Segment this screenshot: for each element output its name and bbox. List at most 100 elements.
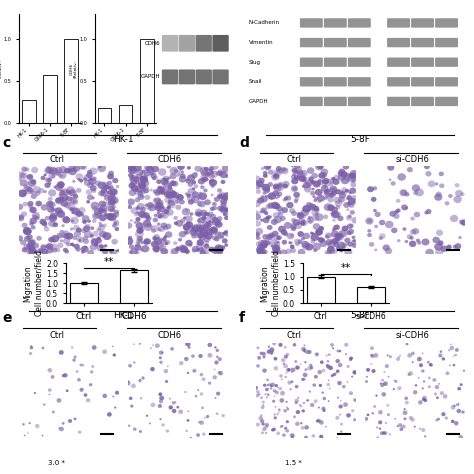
Circle shape <box>328 206 332 210</box>
Circle shape <box>280 216 286 221</box>
Circle shape <box>333 242 339 247</box>
Circle shape <box>274 169 282 176</box>
Circle shape <box>224 207 227 210</box>
Circle shape <box>131 185 138 191</box>
Circle shape <box>255 228 263 235</box>
Circle shape <box>301 241 310 248</box>
Circle shape <box>293 192 300 198</box>
Circle shape <box>337 171 344 176</box>
Circle shape <box>164 196 173 204</box>
Circle shape <box>187 372 189 374</box>
Circle shape <box>71 211 74 214</box>
Circle shape <box>314 208 319 212</box>
Circle shape <box>328 204 335 211</box>
Circle shape <box>156 242 164 249</box>
Circle shape <box>376 437 379 439</box>
Circle shape <box>41 176 46 180</box>
Circle shape <box>167 206 171 210</box>
Circle shape <box>256 247 265 255</box>
Circle shape <box>302 378 306 381</box>
Circle shape <box>312 383 316 387</box>
Circle shape <box>224 243 228 247</box>
Circle shape <box>204 232 213 240</box>
Circle shape <box>343 402 348 407</box>
Circle shape <box>315 352 319 356</box>
Circle shape <box>103 235 106 238</box>
Circle shape <box>348 175 356 183</box>
Circle shape <box>386 404 389 407</box>
Circle shape <box>108 171 114 176</box>
Circle shape <box>305 350 310 354</box>
Circle shape <box>210 207 215 211</box>
Circle shape <box>418 377 419 379</box>
Circle shape <box>255 180 259 184</box>
Circle shape <box>138 379 142 383</box>
Circle shape <box>450 215 458 222</box>
Circle shape <box>337 241 346 249</box>
Circle shape <box>267 234 273 240</box>
Circle shape <box>198 234 202 238</box>
Circle shape <box>112 224 116 228</box>
Circle shape <box>263 383 266 387</box>
Circle shape <box>264 164 271 170</box>
Circle shape <box>351 178 356 182</box>
Circle shape <box>223 192 231 200</box>
Circle shape <box>407 373 410 376</box>
Circle shape <box>18 215 24 221</box>
FancyBboxPatch shape <box>411 18 434 27</box>
Circle shape <box>159 418 162 420</box>
Circle shape <box>286 372 287 374</box>
Circle shape <box>428 376 431 379</box>
Circle shape <box>273 357 277 361</box>
Circle shape <box>216 412 219 415</box>
Circle shape <box>144 171 150 177</box>
Circle shape <box>140 241 144 244</box>
Circle shape <box>339 192 346 199</box>
Circle shape <box>153 218 158 222</box>
Circle shape <box>346 215 352 220</box>
Circle shape <box>200 250 206 256</box>
Circle shape <box>139 379 141 381</box>
Circle shape <box>94 243 98 247</box>
Circle shape <box>405 343 409 346</box>
Circle shape <box>87 194 93 200</box>
Circle shape <box>222 232 226 235</box>
Circle shape <box>290 388 292 390</box>
Circle shape <box>141 376 145 380</box>
Circle shape <box>262 184 270 191</box>
Circle shape <box>351 195 357 201</box>
Circle shape <box>222 196 228 201</box>
Circle shape <box>196 225 205 232</box>
Circle shape <box>67 197 76 204</box>
Circle shape <box>145 217 150 221</box>
Circle shape <box>300 220 305 225</box>
Circle shape <box>324 197 328 200</box>
Circle shape <box>347 242 353 247</box>
Circle shape <box>289 241 292 245</box>
Circle shape <box>302 215 306 219</box>
Circle shape <box>342 385 346 388</box>
Circle shape <box>441 412 446 416</box>
Circle shape <box>83 238 89 244</box>
Circle shape <box>339 405 342 408</box>
Circle shape <box>290 433 294 438</box>
Circle shape <box>369 242 374 247</box>
Circle shape <box>83 393 87 397</box>
Circle shape <box>273 241 280 247</box>
Circle shape <box>41 204 48 210</box>
Circle shape <box>373 209 377 212</box>
Circle shape <box>77 237 84 243</box>
Circle shape <box>197 389 199 391</box>
Circle shape <box>140 176 147 182</box>
Circle shape <box>170 167 178 174</box>
Circle shape <box>387 413 390 416</box>
Circle shape <box>133 176 140 182</box>
FancyBboxPatch shape <box>179 35 195 52</box>
Circle shape <box>276 236 281 240</box>
Circle shape <box>185 240 193 246</box>
Circle shape <box>203 236 211 242</box>
Circle shape <box>448 194 453 198</box>
Text: Ctrl: Ctrl <box>49 330 64 339</box>
Circle shape <box>286 407 288 409</box>
Circle shape <box>113 220 120 226</box>
